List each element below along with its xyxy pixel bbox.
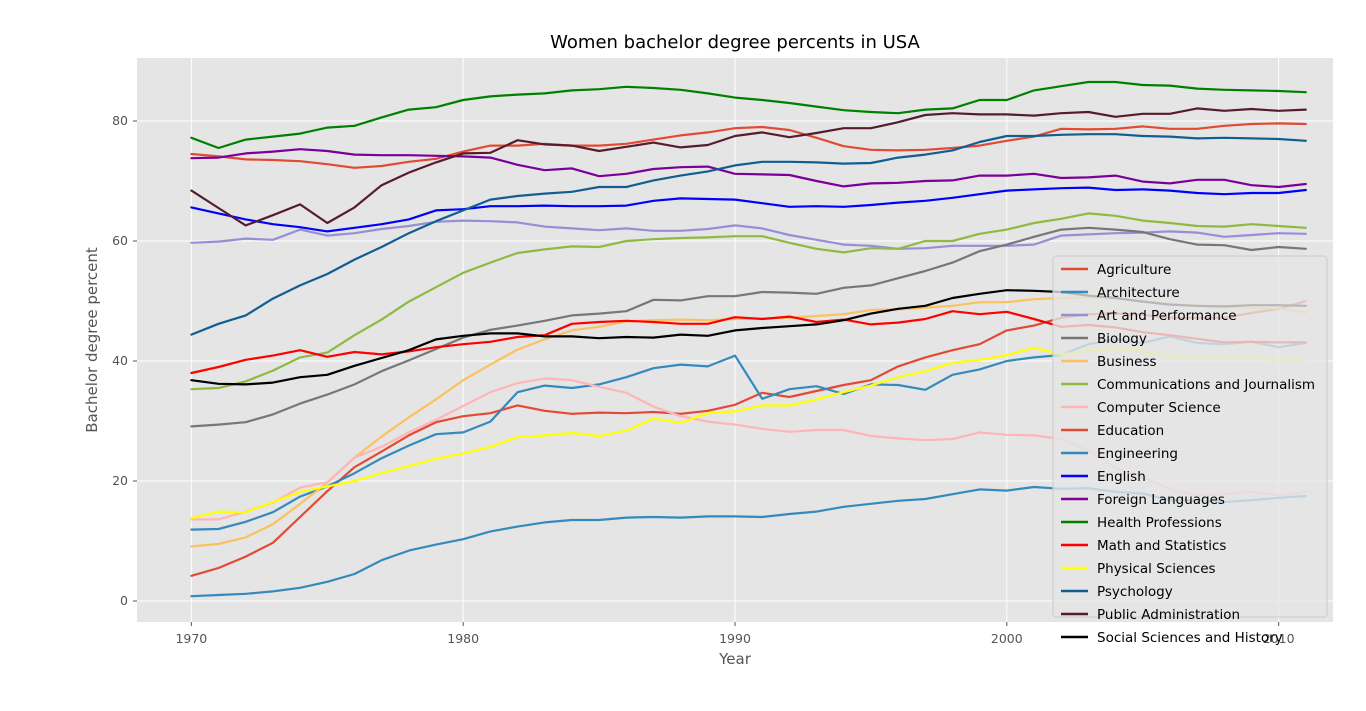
series-line-communications-and-journalism bbox=[190, 212, 1307, 391]
legend-label: Art and Performance bbox=[1097, 308, 1237, 324]
x-tick-label: 1970 bbox=[175, 631, 207, 646]
series-line-public-administration bbox=[190, 107, 1307, 227]
series-line-health-professions bbox=[190, 80, 1307, 150]
y-tick-label: 0 bbox=[120, 593, 128, 608]
legend-label: Health Professions bbox=[1097, 515, 1222, 531]
legend-label: Public Administration bbox=[1097, 607, 1240, 623]
legend-label: Biology bbox=[1097, 331, 1147, 347]
x-tick-label: 2000 bbox=[991, 631, 1023, 646]
legend-label: Agriculture bbox=[1097, 262, 1171, 278]
legend: Agriculture Architecture Art and Performan… bbox=[1052, 255, 1328, 646]
legend-label: Architecture bbox=[1097, 285, 1180, 301]
x-tick-label: 1980 bbox=[447, 631, 479, 646]
series-line-education bbox=[190, 122, 1307, 169]
x-tick-label: 1990 bbox=[719, 631, 751, 646]
legend-label: Computer Science bbox=[1097, 400, 1221, 416]
legend-label: Math and Statistics bbox=[1097, 538, 1226, 554]
legend-label: Engineering bbox=[1097, 446, 1178, 462]
y-tick-label: 20 bbox=[112, 473, 128, 488]
y-axis-label: Bachelor degree percent bbox=[83, 247, 101, 433]
legend-label: Physical Sciences bbox=[1097, 561, 1216, 577]
chart-title: Women bachelor degree percents in USA bbox=[550, 32, 920, 53]
legend-label: Communications and Journalism bbox=[1097, 377, 1315, 393]
y-tick-label: 40 bbox=[112, 353, 128, 368]
x-tick-label: 2010 bbox=[1263, 631, 1295, 646]
series-line-biology bbox=[190, 226, 1307, 428]
legend-label: English bbox=[1097, 469, 1146, 485]
legend-box bbox=[1052, 255, 1328, 618]
series-line-psychology bbox=[190, 133, 1307, 336]
legend-label: Education bbox=[1097, 423, 1164, 439]
legend-label: Social Sciences and History bbox=[1097, 630, 1283, 646]
y-tick-label: 80 bbox=[112, 113, 128, 128]
x-axis-label: Year bbox=[718, 650, 752, 668]
legend-label: Foreign Languages bbox=[1097, 492, 1225, 508]
y-tick-label: 60 bbox=[112, 233, 128, 248]
legend-label: Business bbox=[1097, 354, 1157, 370]
series-line-english bbox=[190, 186, 1307, 233]
axis-ticks: 0 20 40 60 80 1970 1980 1990 2000 2010 bbox=[112, 113, 1294, 646]
series-line-foreign-languages bbox=[190, 148, 1307, 189]
legend-label: Psychology bbox=[1097, 584, 1173, 600]
series-line-art-and-performance bbox=[190, 219, 1307, 250]
